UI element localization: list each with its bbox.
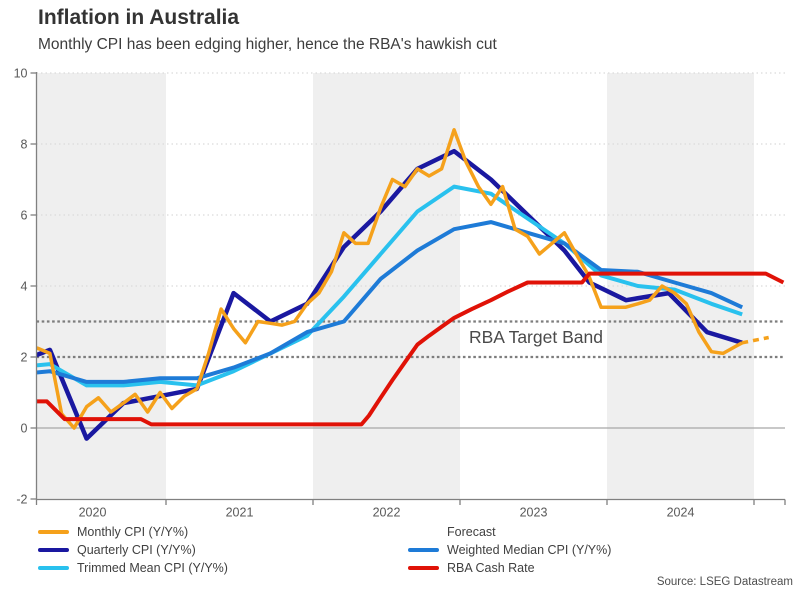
legend-item-forecast: Forecast: [408, 523, 611, 541]
y-tick-label-8: 8: [21, 138, 28, 152]
legend-column-left: Monthly CPI (Y/Y%) Quarterly CPI (Y/Y%) Tr…: [38, 523, 228, 577]
legend-label-quarterly-cpi: Quarterly CPI (Y/Y%): [77, 543, 196, 557]
x-tick-label-2021: 2021: [226, 506, 254, 520]
y-tick-label-10: 10: [14, 67, 28, 81]
series-trimmed-mean-cpi-y-y: [36, 184, 743, 388]
y-tick-label-6: 6: [21, 209, 28, 223]
legend-swatch-trimmed-mean: [38, 565, 69, 571]
x-tick-label-2022: 2022: [373, 506, 401, 520]
legend-swatch-forecast: [408, 530, 439, 535]
series-rba-cash-rate: [36, 271, 785, 427]
page-subtitle: Monthly CPI has been edging higher, henc…: [38, 36, 497, 53]
legend-swatch-quarterly-cpi: [38, 547, 69, 553]
rba-target-band-label: RBA Target Band: [469, 327, 603, 347]
y-tick-label-4: 4: [21, 280, 28, 294]
x-tick-label-2024: 2024: [667, 506, 695, 520]
x-tick-label-2020: 2020: [79, 506, 107, 520]
legend-item-weighted-median: Weighted Median CPI (Y/Y%): [408, 541, 611, 559]
legend-column-right: Forecast Weighted Median CPI (Y/Y%) RBA Ca…: [408, 523, 611, 577]
legend-item-rba-cash-rate: RBA Cash Rate: [408, 559, 611, 577]
legend-label-weighted-median: Weighted Median CPI (Y/Y%): [447, 543, 612, 557]
legend-label-forecast: Forecast: [447, 525, 496, 539]
legend-label-monthly-cpi: Monthly CPI (Y/Y%): [77, 525, 189, 539]
legend-swatch-rba-cash-rate: [408, 565, 439, 571]
legend-swatch-monthly-cpi: [38, 529, 69, 535]
legend-swatch-weighted-median: [408, 547, 439, 553]
legend-label-trimmed-mean: Trimmed Mean CPI (Y/Y%): [77, 561, 228, 575]
y-tick-label--2: -2: [16, 493, 27, 507]
y-tick-label-2: 2: [21, 351, 28, 365]
legend-label-rba-cash-rate: RBA Cash Rate: [447, 561, 535, 575]
y-tick-label-0: 0: [21, 422, 28, 436]
series-monthly-cpi-y-y: [36, 128, 744, 430]
legend-item-trimmed-mean: Trimmed Mean CPI (Y/Y%): [38, 559, 228, 577]
series-forecast: [741, 335, 770, 345]
source-credit: Source: LSEG Datastream: [656, 576, 793, 588]
x-tick-label-2023: 2023: [520, 506, 548, 520]
page-title: Inflation in Australia: [38, 6, 240, 29]
legend-item-monthly-cpi: Monthly CPI (Y/Y%): [38, 523, 228, 541]
legend-item-quarterly-cpi: Quarterly CPI (Y/Y%): [38, 541, 228, 559]
series-weighted-median-cpi-y-y: [36, 220, 744, 384]
